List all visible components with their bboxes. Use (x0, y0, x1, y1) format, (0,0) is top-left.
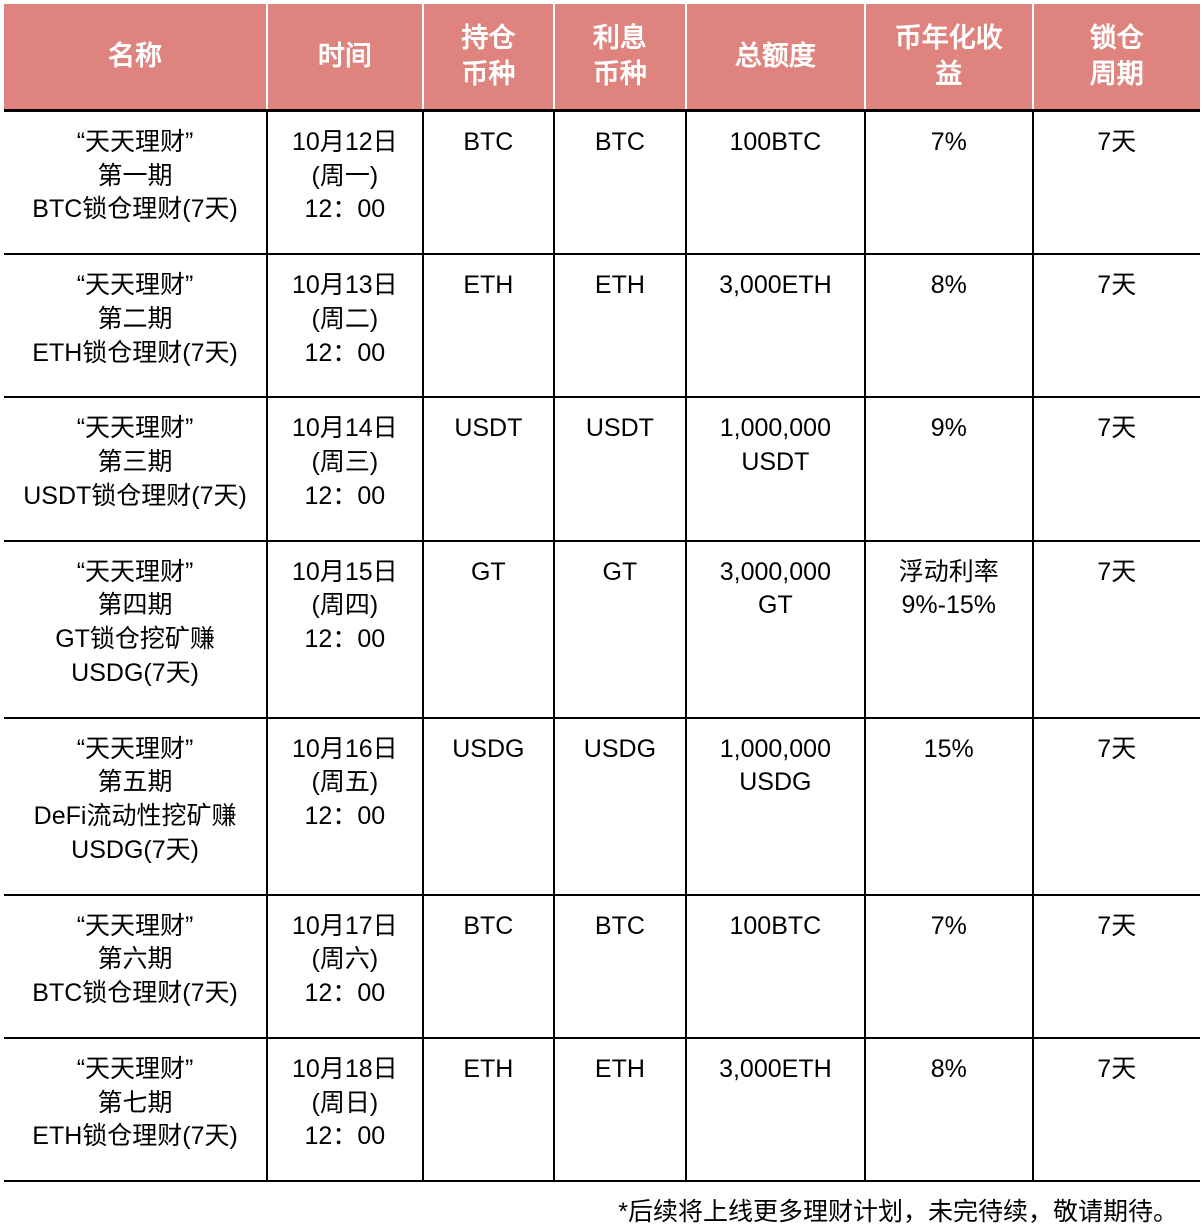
cell-lock-period: 7天 (1033, 397, 1201, 540)
cell-hold-coin: GT (423, 541, 555, 718)
cell-annual-yield: 浮动利率9%-15% (865, 541, 1032, 718)
cell-interest-coin: BTC (554, 895, 686, 1038)
col-header-interest-coin: 利息币种 (554, 4, 686, 110)
cell-total-quota: 100BTC (686, 895, 865, 1038)
cell-name: “天天理财”第六期BTC锁仓理财(7天) (4, 895, 267, 1038)
table-row: “天天理财”第四期GT锁仓挖矿赚USDG(7天)10月15日(周四)12：00G… (4, 541, 1200, 718)
cell-name: “天天理财”第三期USDT锁仓理财(7天) (4, 397, 267, 540)
table-row: “天天理财”第五期DeFi流动性挖矿赚USDG(7天)10月16日(周五)12：… (4, 718, 1200, 895)
table-row: “天天理财”第七期ETH锁仓理财(7天)10月18日(周日)12：00ETHET… (4, 1038, 1200, 1181)
cell-time: 10月18日(周日)12：00 (267, 1038, 422, 1181)
cell-hold-coin: ETH (423, 1038, 555, 1181)
table-row: “天天理财”第二期ETH锁仓理财(7天)10月13日(周二)12：00ETHET… (4, 254, 1200, 397)
cell-annual-yield: 8% (865, 254, 1032, 397)
col-header-lock-period: 锁仓周期 (1033, 4, 1201, 110)
cell-annual-yield: 7% (865, 895, 1032, 1038)
cell-interest-coin: USDT (554, 397, 686, 540)
cell-time: 10月16日(周五)12：00 (267, 718, 422, 895)
cell-time: 10月12日(周一)12：00 (267, 110, 422, 254)
cell-time: 10月15日(周四)12：00 (267, 541, 422, 718)
cell-hold-coin: BTC (423, 895, 555, 1038)
cell-hold-coin: ETH (423, 254, 555, 397)
cell-lock-period: 7天 (1033, 718, 1201, 895)
col-header-time: 时间 (267, 4, 422, 110)
cell-total-quota: 100BTC (686, 110, 865, 254)
cell-lock-period: 7天 (1033, 895, 1201, 1038)
cell-lock-period: 7天 (1033, 1038, 1201, 1181)
cell-hold-coin: USDG (423, 718, 555, 895)
cell-total-quota: 1,000,000USDG (686, 718, 865, 895)
table-row: “天天理财”第三期USDT锁仓理财(7天)10月14日(周三)12：00USDT… (4, 397, 1200, 540)
cell-hold-coin: BTC (423, 110, 555, 254)
cell-name: “天天理财”第五期DeFi流动性挖矿赚USDG(7天) (4, 718, 267, 895)
footnote-text: *后续将上线更多理财计划，未完待续，敬请期待。 (4, 1182, 1200, 1228)
table-row: “天天理财”第一期BTC锁仓理财(7天)10月12日(周一)12：00BTCBT… (4, 110, 1200, 254)
cell-time: 10月14日(周三)12：00 (267, 397, 422, 540)
cell-lock-period: 7天 (1033, 254, 1201, 397)
cell-annual-yield: 9% (865, 397, 1032, 540)
col-header-annual-yield: 币年化收益 (865, 4, 1032, 110)
table-body: “天天理财”第一期BTC锁仓理财(7天)10月12日(周一)12：00BTCBT… (4, 110, 1200, 1181)
cell-total-quota: 1,000,000USDT (686, 397, 865, 540)
cell-hold-coin: USDT (423, 397, 555, 540)
cell-interest-coin: GT (554, 541, 686, 718)
finance-products-table: 名称 时间 持仓币种 利息币种 总额度 币年化收益 锁仓周期 “天天理财”第一期… (4, 4, 1200, 1182)
cell-name: “天天理财”第四期GT锁仓挖矿赚USDG(7天) (4, 541, 267, 718)
cell-interest-coin: USDG (554, 718, 686, 895)
cell-annual-yield: 8% (865, 1038, 1032, 1181)
cell-interest-coin: BTC (554, 110, 686, 254)
col-header-hold-coin: 持仓币种 (423, 4, 555, 110)
cell-time: 10月17日(周六)12：00 (267, 895, 422, 1038)
cell-time: 10月13日(周二)12：00 (267, 254, 422, 397)
cell-lock-period: 7天 (1033, 541, 1201, 718)
col-header-name: 名称 (4, 4, 267, 110)
col-header-total-quota: 总额度 (686, 4, 865, 110)
table-header-row: 名称 时间 持仓币种 利息币种 总额度 币年化收益 锁仓周期 (4, 4, 1200, 110)
cell-name: “天天理财”第七期ETH锁仓理财(7天) (4, 1038, 267, 1181)
cell-annual-yield: 15% (865, 718, 1032, 895)
cell-name: “天天理财”第一期BTC锁仓理财(7天) (4, 110, 267, 254)
cell-interest-coin: ETH (554, 1038, 686, 1181)
cell-interest-coin: ETH (554, 254, 686, 397)
cell-total-quota: 3,000ETH (686, 1038, 865, 1181)
cell-name: “天天理财”第二期ETH锁仓理财(7天) (4, 254, 267, 397)
cell-total-quota: 3,000ETH (686, 254, 865, 397)
cell-lock-period: 7天 (1033, 110, 1201, 254)
table-row: “天天理财”第六期BTC锁仓理财(7天)10月17日(周六)12：00BTCBT… (4, 895, 1200, 1038)
cell-total-quota: 3,000,000GT (686, 541, 865, 718)
cell-annual-yield: 7% (865, 110, 1032, 254)
